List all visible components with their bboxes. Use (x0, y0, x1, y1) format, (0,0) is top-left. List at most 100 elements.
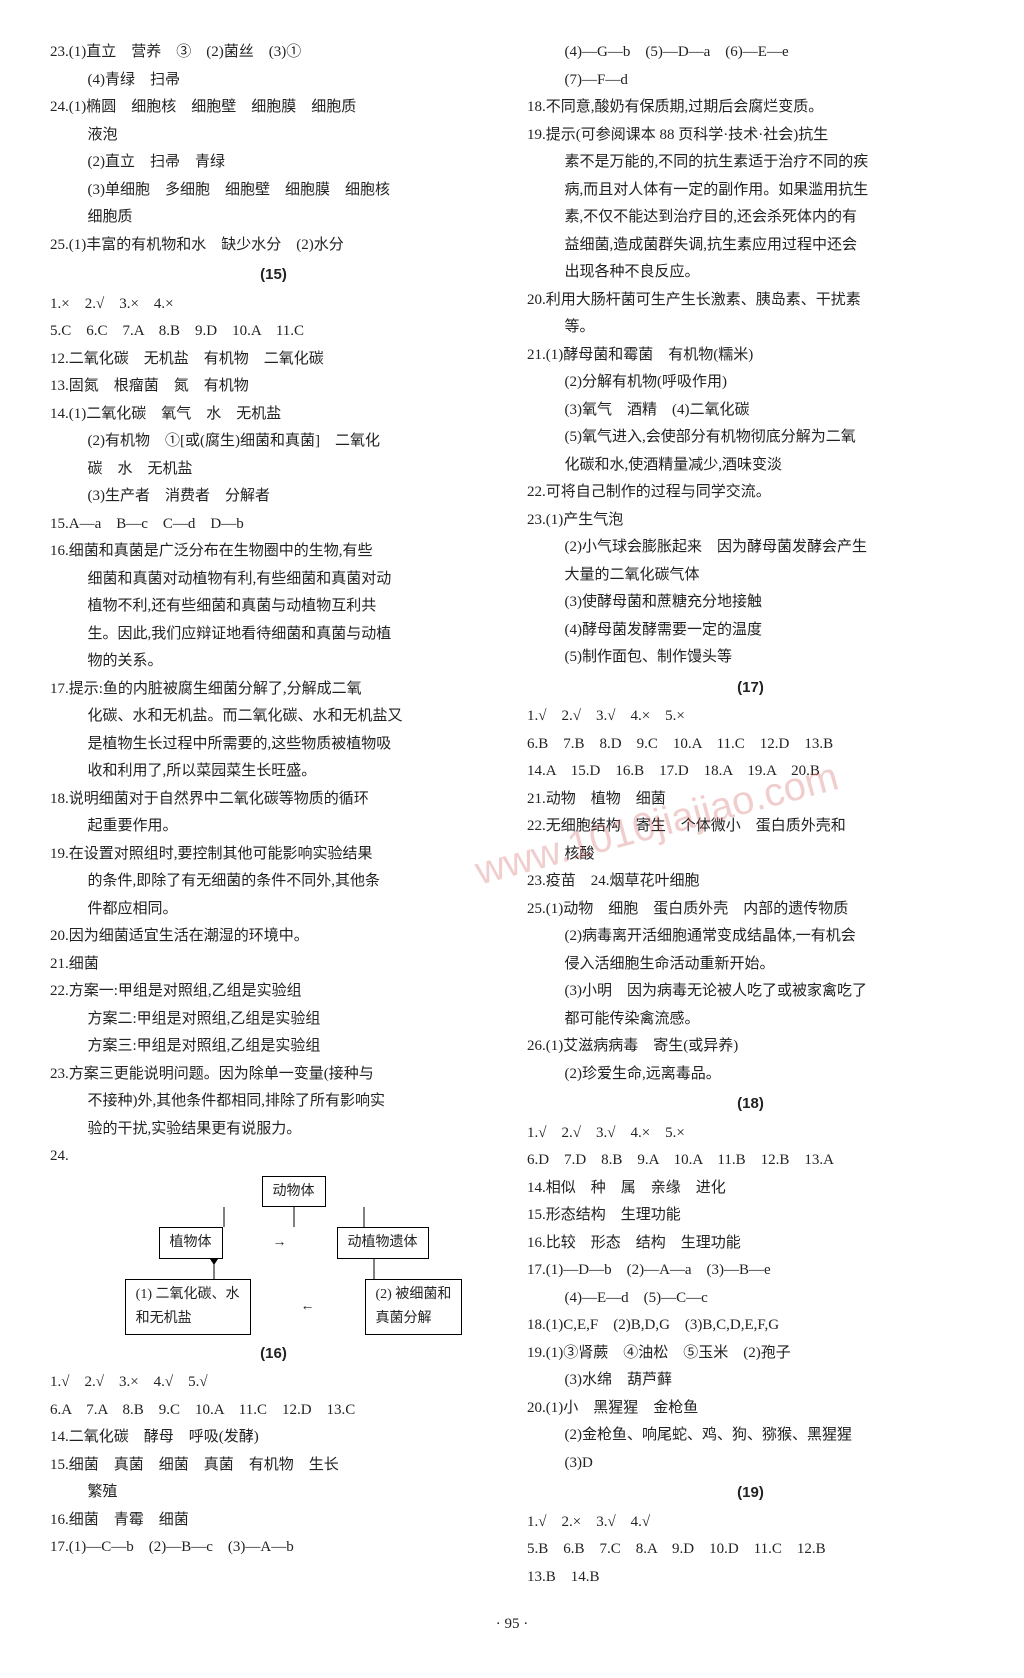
text-line: (2)直立 扫帚 青绿 (50, 150, 497, 176)
text-line: 液泡 (50, 123, 497, 149)
text-line: 17.(1)—C—b (2)—B—c (3)—A—b (50, 1535, 497, 1561)
text-line: 17.提示:鱼的内脏被腐生细菌分解了,分解成二氧 (50, 677, 497, 703)
text-line: 收和利用了,所以菜园菜生长旺盛。 (50, 759, 497, 785)
text-line: 23.方案三更能说明问题。因为除单一变量(接种与 (50, 1062, 497, 1088)
text-line: 20.(1)小 黑猩猩 金枪鱼 (527, 1396, 974, 1422)
text-line: 23.疫苗 24.烟草花叶细胞 (527, 869, 974, 895)
text-line: 24.(1)椭圆 细胞核 细胞壁 细胞膜 细胞质 (50, 95, 497, 121)
text-line: 病,而且对人体有一定的副作用。如果滥用抗生 (527, 178, 974, 204)
text-line: (3)使酵母菌和蔗糖充分地接触 (527, 590, 974, 616)
text-line: 25.(1)动物 细胞 蛋白质外壳 内部的遗传物质 (527, 897, 974, 923)
text-line: 14.二氧化碳 酵母 呼吸(发酵) (50, 1425, 497, 1451)
text-line: 19.提示(可参阅课本 88 页科学·技术·社会)抗生 (527, 123, 974, 149)
text-line: 5.B 6.B 7.C 8.A 9.D 10.D 11.C 12.B (527, 1537, 974, 1563)
text-line: (2)有机物 ①[或(腐生)细菌和真菌] 二氧化 (50, 429, 497, 455)
arrow-left-icon: ← (301, 1295, 315, 1319)
text-line: 16.比较 形态 结构 生理功能 (527, 1231, 974, 1257)
text-line: 1.√ 2.√ 3.× 4.√ 5.√ (50, 1370, 497, 1396)
text-line: (3)D (527, 1451, 974, 1477)
text-line: (3)单细胞 多细胞 细胞壁 细胞膜 细胞核 (50, 178, 497, 204)
text-line: (3)氧气 酒精 (4)二氧化碳 (527, 398, 974, 424)
text-line: 21.动物 植物 细菌 (527, 787, 974, 813)
text-line: 方案二:甲组是对照组,乙组是实验组 (50, 1007, 497, 1033)
text-line: (3)小明 因为病毒无论被人吃了或被家禽吃了 (527, 979, 974, 1005)
text-line: 6.B 7.B 8.D 9.C 10.A 11.C 12.D 13.B (527, 732, 974, 758)
text-line: 细菌和真菌对动植物有利,有些细菌和真菌对动 (50, 567, 497, 593)
text-line: 14.相似 种 属 亲缘 进化 (527, 1176, 974, 1202)
arrow-right-icon: → (273, 1231, 287, 1255)
text-line: 26.(1)艾滋病病毒 寄生(或异养) (527, 1034, 974, 1060)
text-line: 18.(1)C,E,F (2)B,D,G (3)B,C,D,E,F,G (527, 1313, 974, 1339)
text-line: 18.不同意,酸奶有保质期,过期后会腐烂变质。 (527, 95, 974, 121)
text-line: 大量的二氧化碳气体 (527, 563, 974, 589)
text-line: 15.A—a B—c C—d D—b (50, 512, 497, 538)
diagram-box-bottomright: (2) 被细菌和 真菌分解 (365, 1279, 463, 1335)
text-line: (5)制作面包、制作馒头等 (527, 645, 974, 671)
text-line: 等。 (527, 315, 974, 341)
text-line: 23.(1)产生气泡 (527, 508, 974, 534)
text-line: (2)小气球会膨胀起来 因为酵母菌发酵会产生 (527, 535, 974, 561)
text-line: (3)生产者 消费者 分解者 (50, 484, 497, 510)
text-line: 化碳、水和无机盐。而二氧化碳、水和无机盐又 (50, 704, 497, 730)
text-line: 19.(1)③肾蕨 ④油松 ⑤玉米 (2)孢子 (527, 1341, 974, 1367)
text-line: 14.(1)二氧化碳 氧气 水 无机盐 (50, 402, 497, 428)
text-line: 5.C 6.C 7.A 8.B 9.D 10.A 11.C (50, 319, 497, 345)
text-line: 24. (50, 1144, 497, 1170)
text-line: 物的关系。 (50, 649, 497, 675)
text-line: 13.B 14.B (527, 1565, 974, 1591)
text-line: (2)珍爱生命,远离毒品。 (527, 1062, 974, 1088)
text-line: (2)病毒离开活细胞通常变成结晶体,一有机会 (527, 924, 974, 950)
text-line: 出现各种不良反应。 (527, 260, 974, 286)
text-line: 碳 水 无机盐 (50, 457, 497, 483)
text-line: (4)酵母菌发酵需要一定的温度 (527, 618, 974, 644)
text-line: 13.固氮 根瘤菌 氮 有机物 (50, 374, 497, 400)
text-line: 益细菌,造成菌群失调,抗生素应用过程中还会 (527, 233, 974, 259)
text-line: (7)—F—d (527, 68, 974, 94)
text-line: (3)水绵 葫芦藓 (527, 1368, 974, 1394)
text-line: 植物不利,还有些细菌和真菌与动植物互利共 (50, 594, 497, 620)
text-line: 21.细菌 (50, 952, 497, 978)
text-line: 21.(1)酵母菌和霉菌 有机物(糯米) (527, 343, 974, 369)
text-line: 15.细菌 真菌 细菌 真菌 有机物 生长 (50, 1453, 497, 1479)
text-line: (4)—G—b (5)—D—a (6)—E—e (527, 40, 974, 66)
text-line: 14.A 15.D 16.B 17.D 18.A 19.A 20.B (527, 759, 974, 785)
text-line: 方案三:甲组是对照组,乙组是实验组 (50, 1034, 497, 1060)
page-number: · 95 · (50, 1612, 974, 1638)
text-line: 25.(1)丰富的有机物和水 缺少水分 (2)水分 (50, 233, 497, 259)
text-line: (2)分解有机物(呼吸作用) (527, 370, 974, 396)
text-line: 15.形态结构 生理功能 (527, 1203, 974, 1229)
section-heading-15: (15) (50, 262, 497, 288)
diagram-connector (164, 1259, 424, 1279)
text-line: 22.无细胞结构 寄生 个体微小 蛋白质外壳和 (527, 814, 974, 840)
text-line: 22.方案一:甲组是对照组,乙组是实验组 (50, 979, 497, 1005)
text-line: 20.利用大肠杆菌可生产生长激素、胰岛素、干扰素 (527, 288, 974, 314)
text-line: 件都应相同。 (50, 897, 497, 923)
text-line: 细胞质 (50, 205, 497, 231)
section-heading-19: (19) (527, 1480, 974, 1506)
section-heading-17: (17) (527, 675, 974, 701)
left-column: 23.(1)直立 营养 ③ (2)菌丝 (3)① (4)青绿 扫帚 24.(1)… (50, 40, 497, 1592)
text-line: 22.可将自己制作的过程与同学交流。 (527, 480, 974, 506)
text-line: 6.D 7.D 8.B 9.A 10.A 11.B 12.B 13.A (527, 1148, 974, 1174)
text-line: 12.二氧化碳 无机盐 有机物 二氧化碳 (50, 347, 497, 373)
text-line: 不接种)外,其他条件都相同,排除了所有影响实 (50, 1089, 497, 1115)
text-line: 繁殖 (50, 1480, 497, 1506)
text-line: (4)青绿 扫帚 (50, 68, 497, 94)
text-line: 6.A 7.A 8.B 9.C 10.A 11.C 12.D 13.C (50, 1398, 497, 1424)
text-line: 16.细菌和真菌是广泛分布在生物圈中的生物,有些 (50, 539, 497, 565)
text-line: 20.因为细菌适宜生活在潮湿的环境中。 (50, 924, 497, 950)
text-line: 1.√ 2.√ 3.√ 4.× 5.× (527, 704, 974, 730)
diagram-connector (184, 1207, 404, 1227)
text-line: 23.(1)直立 营养 ③ (2)菌丝 (3)① (50, 40, 497, 66)
flow-diagram: 动物体 植物体 → 动植物遗体 (1) 二氧化碳、水 和无机盐 ← (2) 被细… (90, 1176, 497, 1335)
text-line: 19.在设置对照组时,要控制其他可能影响实验结果 (50, 842, 497, 868)
text-line: (5)氧气进入,会使部分有机物彻底分解为二氧 (527, 425, 974, 451)
text-line: (4)—E—d (5)—C—c (527, 1286, 974, 1312)
text-line: 素不是万能的,不同的抗生素适于治疗不同的疾 (527, 150, 974, 176)
text-line: 素,不仅不能达到治疗目的,还会杀死体内的有 (527, 205, 974, 231)
text-line: 起重要作用。 (50, 814, 497, 840)
diagram-box-top: 动物体 (262, 1176, 326, 1208)
diagram-box-right: 动植物遗体 (337, 1227, 429, 1259)
text-line: 1.√ 2.× 3.√ 4.√ (527, 1510, 974, 1536)
text-line: 是植物生长过程中所需要的,这些物质被植物吸 (50, 732, 497, 758)
